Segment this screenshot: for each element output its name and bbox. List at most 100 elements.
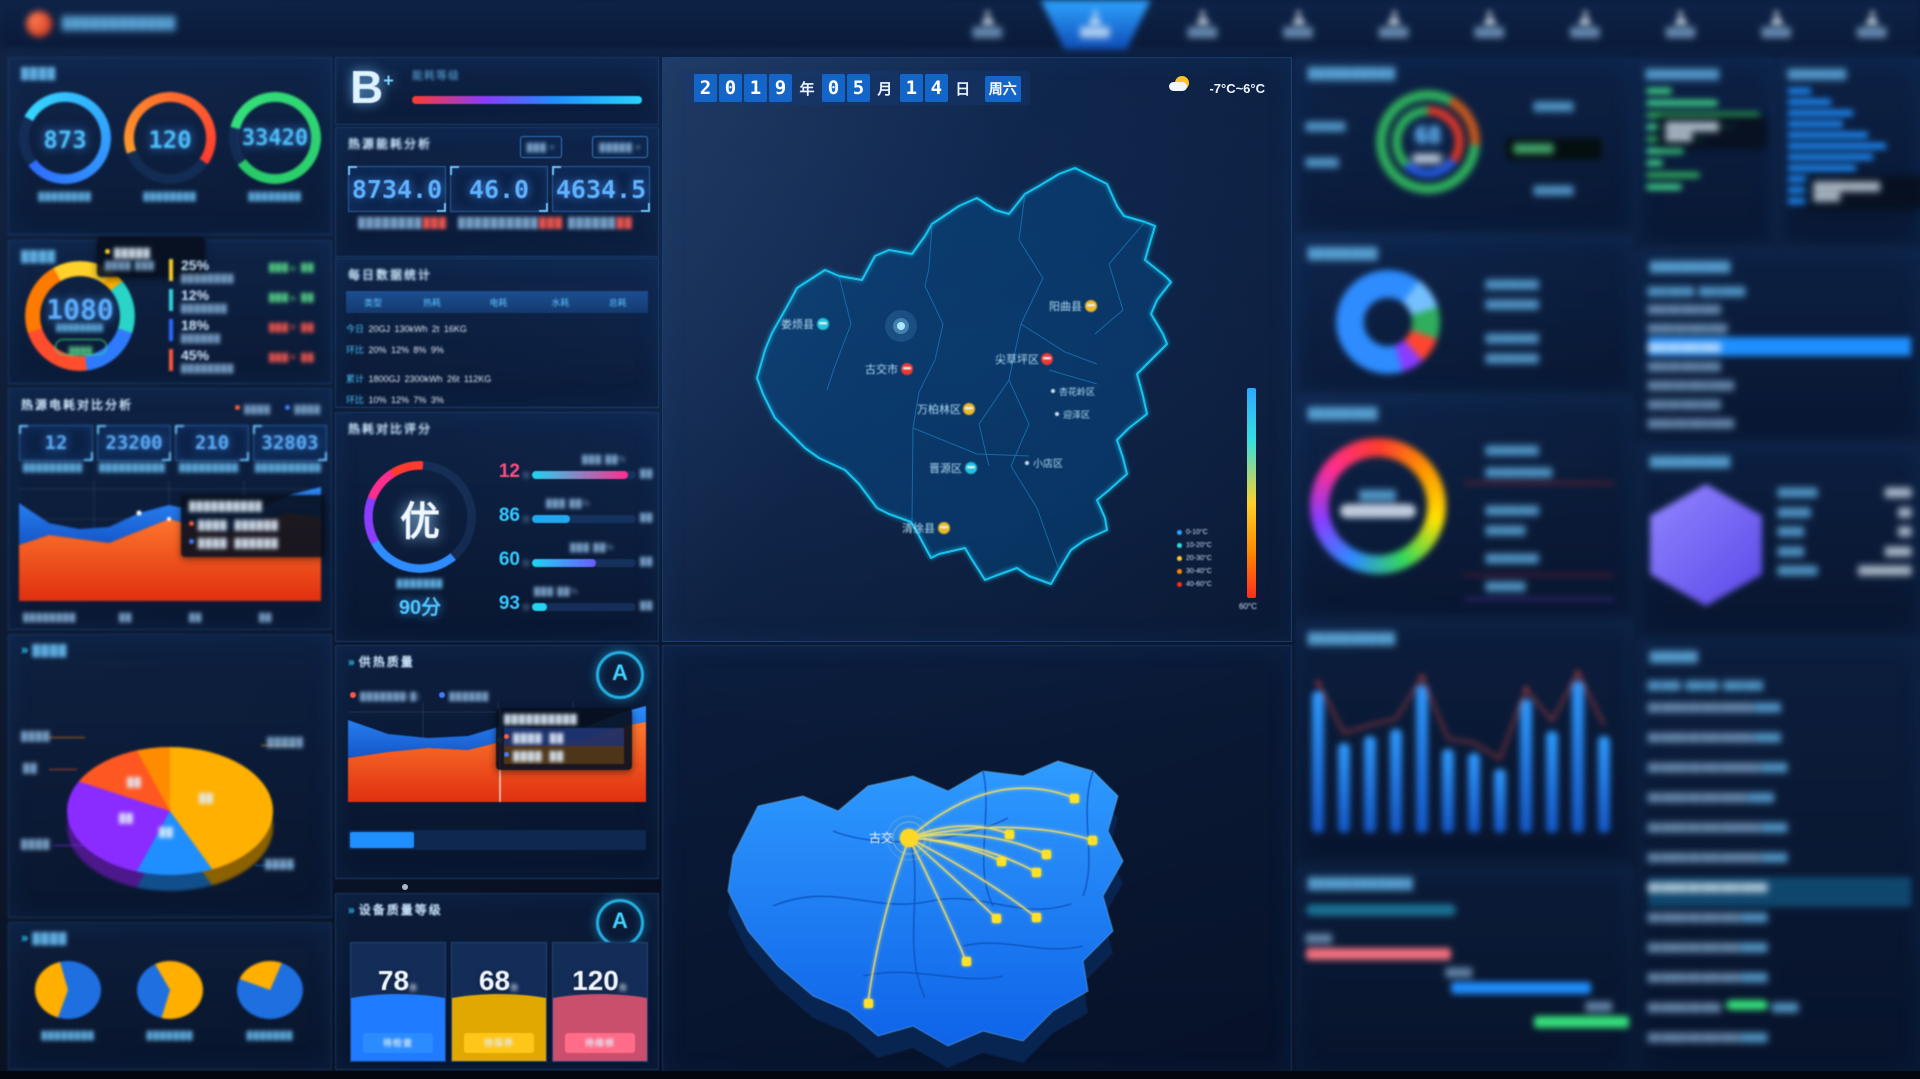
green-bars-tooltip: ████████ ████: [1658, 116, 1766, 148]
nav-item-3[interactable]: ████: [1251, 0, 1347, 49]
district-label: 迎泽区: [1063, 409, 1090, 420]
grade-letter: B+: [350, 61, 394, 113]
legend-design[interactable]: ██████: [439, 686, 489, 703]
gauge-1: 873 ████████: [2, 75, 128, 202]
panel-devices: » 设备质量等级 A 78台 待检查 68台 待保养 120台 待维修: [335, 893, 659, 1070]
nav-item-4[interactable]: ████: [1346, 0, 1442, 49]
panel-energy-cost-title: ████: [21, 251, 57, 263]
district-label: 阳曲县: [1049, 300, 1082, 313]
quality-slider-track[interactable]: [348, 830, 646, 850]
col-header: 电耗: [489, 297, 508, 308]
blue-bars-tooltip: ██████████ ████: [1806, 176, 1920, 208]
energy-cost-badge: ████: [55, 339, 107, 355]
small-pie-2[interactable]: [137, 961, 203, 1019]
stat-box-heat: 8734.0: [348, 166, 446, 212]
weather: -7°C~6°C: [1169, 76, 1265, 98]
kv-row: ██████ ████: [1778, 488, 1912, 497]
dropdown-2[interactable]: █████ ▾: [592, 136, 648, 158]
nav-item-1-active[interactable]: ████: [1036, 0, 1156, 49]
ring68-value: 68: [1414, 124, 1442, 149]
gauge-2-value: 120: [148, 126, 192, 154]
pie-3d[interactable]: [67, 747, 273, 875]
legend-item[interactable]: 12% ███████ ███▲ ██: [169, 287, 325, 317]
app-title: ████████████: [62, 16, 177, 30]
panel-small-pies: » ████ ████████ ███████ ███████: [8, 922, 332, 1070]
nav-item-9[interactable]: ████: [1824, 0, 1920, 49]
panel-gauges-title: ████: [21, 68, 57, 80]
table-row: ███████████: [1648, 400, 1722, 409]
dropdown-1[interactable]: ███ ▾: [519, 136, 562, 158]
flow-map-3d[interactable]: 古交: [663, 646, 1291, 1076]
score-row: 86 分 ███ ██% ██: [498, 499, 654, 526]
legend-avg-temp[interactable]: ███████(█): [350, 686, 421, 703]
panel-stats-pie-title: ████: [32, 645, 68, 657]
temp-legend: 0-10°C 10-20°C 20-30°C 30-40°C 40-60°C: [1177, 526, 1212, 591]
nav-item-2[interactable]: ████: [1155, 0, 1251, 49]
nav-item-7[interactable]: ████: [1633, 0, 1729, 49]
district-label: 尖草坪区: [995, 353, 1039, 366]
pie-callout: ████: [21, 839, 51, 849]
person-icon: [1196, 11, 1209, 25]
kv-row: ████ ██: [1778, 527, 1912, 537]
nav-item-8[interactable]: ████: [1729, 0, 1825, 49]
energy-cost-tooltip: █████ ████ ███: [97, 237, 205, 277]
table-row: █████████████████████: [1648, 853, 1789, 862]
nav-item-0[interactable]: ████: [940, 0, 1036, 49]
legend-blue[interactable]: ████: [285, 399, 321, 416]
device-card-repair[interactable]: 120台 待维修: [552, 942, 648, 1062]
pie-callout: ████: [21, 731, 51, 741]
table-row: ███████████: [1648, 362, 1722, 371]
person-icon: [1770, 11, 1783, 25]
district-label: 古交市: [865, 362, 898, 376]
pie-callout: ██: [23, 763, 38, 773]
score-row: 12 分 ███ ██% ██: [498, 455, 654, 482]
gantt-tag: [1306, 904, 1456, 916]
gauge-1-value: 873: [43, 126, 87, 154]
kv-row: ████ ████: [1778, 546, 1912, 556]
pie-callout: ████: [265, 859, 295, 869]
col-header: 水耗: [551, 297, 570, 308]
district-label: 万柏林区: [917, 402, 961, 416]
weekday-badge: 周六: [984, 76, 1021, 102]
table-row: ███████████ ████: [1648, 997, 1911, 1027]
district-label: 杏花岭区: [1059, 386, 1095, 397]
district-label: 清徐县: [902, 521, 935, 535]
gantt-bar-green2: [1534, 1016, 1629, 1028]
cloud-icon: [1169, 82, 1188, 91]
device-card-inspect[interactable]: 78台 待检查: [350, 942, 446, 1062]
legend-red[interactable]: ████: [235, 399, 271, 416]
gantt-bar-pink: [1306, 948, 1451, 960]
stat-box: 32803: [253, 425, 327, 461]
quality-tooltip: ██████████ ████: ██ ████: ██: [496, 708, 632, 770]
panel-heat-power: 热源电耗对比分析 ████ ████ 12 23200 210 32803 ██…: [8, 388, 332, 630]
person-icon: [1866, 11, 1879, 25]
col-header: 热耗: [423, 297, 442, 308]
carousel-dot[interactable]: [402, 884, 408, 890]
panel-quality: » 供热质量 A ███████(█) ██████ ██████████ ███…: [335, 645, 659, 879]
panel-energy-analysis-title: 热源能耗分析: [348, 137, 433, 151]
heat-power-tooltip: ██████████ ████: ██████ ████: ██████: [181, 495, 325, 557]
nav-item-5[interactable]: ████: [1442, 0, 1538, 49]
panel-score: 热耗对比评分 优 ███████ 90分 12 分 ███ ██% ██ 86 分 …: [335, 412, 659, 642]
table-row-highlight[interactable]: ███████████: [1648, 337, 1911, 356]
small-pie-3[interactable]: [237, 961, 303, 1019]
nav-item-6[interactable]: ████: [1538, 0, 1634, 49]
gantt-bar-blue: [1451, 982, 1591, 994]
table-row: 环比 20% 12% 8% 9%: [346, 345, 444, 355]
device-card-label: 待检查: [363, 1033, 433, 1053]
score-ring: [364, 461, 476, 573]
table-row: █████████████: [1648, 419, 1735, 428]
table-row-highlight[interactable]: ██████████████████: [1648, 877, 1911, 907]
small-pie-1[interactable]: [35, 961, 101, 1019]
device-card-label: 待保养: [464, 1033, 534, 1053]
device-card-maintain[interactable]: 68台 待保养: [451, 942, 547, 1062]
legend-item[interactable]: 45% ████████ ███▼ ██: [169, 347, 325, 377]
stat-box: 12: [19, 425, 93, 461]
temp-max-label: 60°C: [1239, 602, 1257, 611]
district-map[interactable]: 娄烦县 古交市 阳曲县 尖草坪区 杏花岭区 迎泽区 万柏林区 晋源区 小店区 清…: [677, 128, 1277, 628]
legend-item[interactable]: 18% ██████ ███▼ ██: [169, 317, 325, 347]
quality-slider-thumb[interactable]: [350, 832, 414, 848]
legend-item[interactable]: 25% ████████ ███▲ ██: [169, 257, 325, 287]
score-row: 60 分 ███ ██% ██: [498, 543, 654, 570]
